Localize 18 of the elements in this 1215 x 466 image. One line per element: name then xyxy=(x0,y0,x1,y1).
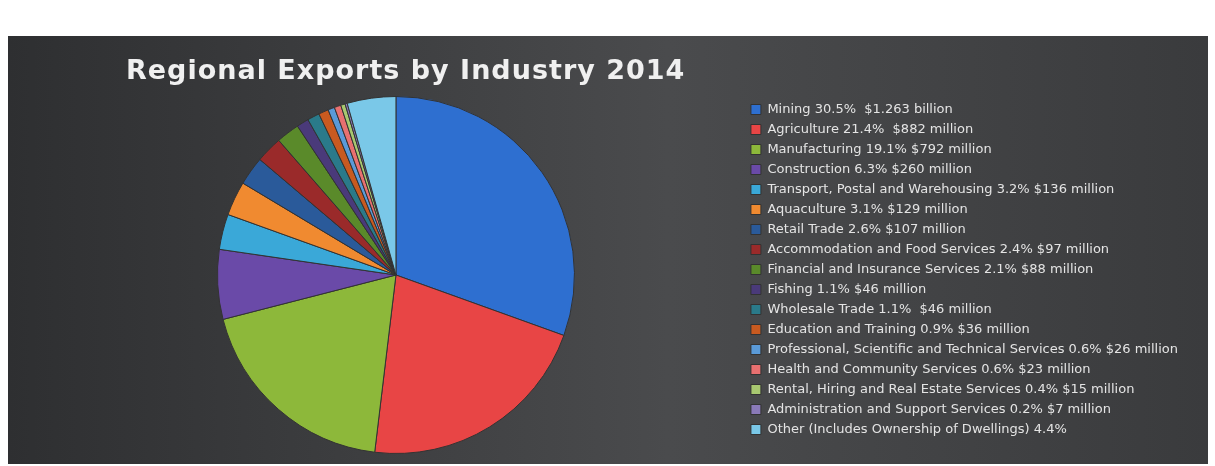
legend-label: Accommodation and Food Services 2.4% $97 million xyxy=(767,240,1110,256)
chart-title: Regional Exports by Industry 2014 xyxy=(126,54,686,85)
legend-label: Aquaculture 3.1% $129 million xyxy=(767,200,968,216)
legend-label: Construction 6.3% $260 million xyxy=(767,160,972,176)
legend-label: Fishing 1.1% $46 million xyxy=(767,280,927,296)
legend-label: Manufacturing 19.1% $792 million xyxy=(767,140,992,156)
legend-label: Rental, Hiring and Real Estate Services 0.4% $15 million xyxy=(767,380,1135,396)
legend-label: Agriculture 21.4% $882 million xyxy=(767,120,974,136)
legend-label: Financial and Insurance Services 2.1% $88 million xyxy=(767,260,1094,276)
legend-label: Mining 30.5% $1.263 billion xyxy=(767,100,953,116)
legend-label: Administration and Support Services 0.2% $7 million xyxy=(767,400,1111,416)
legend-label: Transport, Postal and Warehousing 3.2% $136 million xyxy=(766,180,1115,196)
legend-label: Professional, Scientific and Technical Services 0.6% $26 million xyxy=(767,340,1178,356)
legend-label: Retail Trade 2.6% $107 million xyxy=(767,220,966,236)
legend-label: Wholesale Trade 1.1% $46 million xyxy=(767,300,992,316)
legend-label: Education and Training 0.9% $36 million xyxy=(767,320,1030,336)
legend-label: Health and Community Services 0.6% $23 million xyxy=(767,360,1091,376)
legend-label: Other (Includes Ownership of Dwellings) 4.4% xyxy=(767,420,1067,436)
